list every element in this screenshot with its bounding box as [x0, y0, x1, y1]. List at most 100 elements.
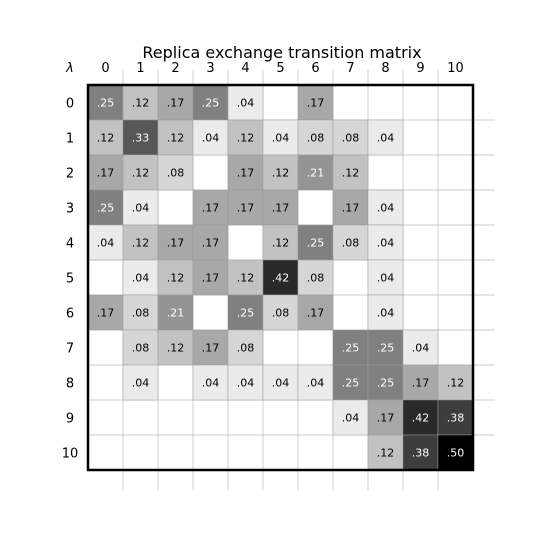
lambda-axis-symbol: λ [65, 61, 74, 76]
heatmap-cell [192, 189, 229, 226]
cell-value-label: .08 [237, 342, 255, 355]
heatmap-cell [122, 189, 159, 226]
heatmap-cell [122, 84, 159, 121]
cell-value-label: .08 [307, 272, 325, 285]
cell-value-label: .21 [167, 307, 185, 320]
heatmap-cell [157, 294, 194, 331]
cell-value-label: .17 [202, 237, 220, 250]
heatmap-cell [262, 364, 299, 401]
heatmap-cell [367, 364, 404, 401]
chart-title: Replica exchange transition matrix [142, 43, 421, 62]
cell-value-label: .12 [167, 132, 185, 145]
cell-value-label: .04 [377, 202, 395, 215]
heatmap-cell [227, 329, 264, 366]
cell-value-label: .17 [202, 272, 220, 285]
x-tick-label: 1 [136, 61, 144, 76]
plot-frame [86, 83, 475, 472]
cell-value-label: .12 [377, 447, 395, 460]
x-tick-label: 3 [206, 61, 214, 76]
y-tick-label: 1 [66, 132, 74, 147]
x-tick-label: 7 [346, 61, 354, 76]
cell-value-label: .12 [132, 97, 150, 110]
y-tick-label: 7 [66, 342, 74, 357]
y-tick-label: 9 [66, 412, 74, 427]
cell-value-label: .08 [342, 237, 360, 250]
cell-value-label: .08 [342, 132, 360, 145]
heatmap-cell [227, 84, 264, 121]
cell-value-label: .12 [272, 237, 290, 250]
cell-value-label: .25 [377, 377, 395, 390]
heatmap-cell [367, 189, 404, 226]
heatmap-cell [367, 119, 404, 156]
x-tick-label: 10 [447, 61, 464, 76]
cell-value-label: .17 [237, 202, 255, 215]
cell-value-label: .04 [377, 272, 395, 285]
cell-value-label: .12 [447, 377, 465, 390]
heatmap-cell [297, 154, 334, 191]
heatmap-cell [227, 119, 264, 156]
x-tick-label: 9 [416, 61, 424, 76]
cell-value-label: .08 [307, 132, 325, 145]
heatmap-cell [157, 119, 194, 156]
cell-value-label: .25 [237, 307, 255, 320]
y-tick-label: 8 [66, 377, 74, 392]
heatmap-cell [122, 259, 159, 296]
cell-value-label: .17 [167, 97, 185, 110]
heatmap-cell [437, 434, 474, 471]
cell-value-label: .50 [447, 447, 465, 460]
heatmap-cell [297, 259, 334, 296]
cell-value-label: .17 [412, 377, 430, 390]
x-tick-label: 0 [101, 61, 109, 76]
cell-value-label: .04 [307, 377, 325, 390]
heatmap-cell [192, 259, 229, 296]
cell-value-label: .25 [342, 342, 360, 355]
heatmap-cell [367, 434, 404, 471]
heatmap-cell [122, 154, 159, 191]
heatmap-cell [332, 364, 369, 401]
cell-value-label: .17 [377, 412, 395, 425]
heatmap-cell [262, 224, 299, 261]
heatmap-cell [122, 329, 159, 366]
cell-value-label: .04 [237, 377, 255, 390]
cell-value-label: .04 [377, 307, 395, 320]
heatmap-cell [332, 399, 369, 436]
cell-value-labels: .25 .12 .17 .25 .04 .17 .12 .33 .12 .04 .12 .04 .08.… [97, 97, 465, 460]
x-tick-label: 5 [276, 61, 284, 76]
y-tick-label: 3 [66, 202, 74, 217]
y-tick-label: 10 [62, 447, 79, 462]
x-tick-label: 8 [381, 61, 389, 76]
cell-value-label: .04 [202, 377, 220, 390]
heatmap-cell [157, 329, 194, 366]
cell-value-label: .12 [132, 167, 150, 180]
y-tick-label: 5 [66, 272, 74, 287]
cell-value-label: .12 [167, 342, 185, 355]
cell-value-label: .42 [412, 412, 430, 425]
cell-value-label: .08 [167, 167, 185, 180]
cell-value-label: .25 [307, 237, 325, 250]
heatmap-cells [87, 84, 474, 471]
cell-value-label: .12 [167, 272, 185, 285]
cell-value-label: .12 [237, 272, 255, 285]
x-tick-label: 4 [241, 61, 249, 76]
heatmap-cell [122, 119, 159, 156]
tick-labels: 0 1 2 3 4 5 6 7 8 9 10 0 1 2 3 4 5 6 7 8 9 10 [62, 61, 464, 462]
x-tick-label: 2 [171, 61, 179, 76]
y-tick-label: 6 [66, 307, 74, 322]
cell-value-label: .04 [342, 412, 360, 425]
cell-value-label: .25 [202, 97, 220, 110]
heatmap-cell [297, 364, 334, 401]
cell-value-label: .17 [307, 97, 325, 110]
cell-value-label: .17 [202, 342, 220, 355]
cell-value-label: .04 [132, 377, 150, 390]
cell-value-label: .12 [272, 167, 290, 180]
cell-value-label: .17 [272, 202, 290, 215]
cell-value-label: .25 [97, 97, 115, 110]
heatmap-cell [87, 154, 124, 191]
heatmap-cell [332, 224, 369, 261]
heatmap-cell [262, 189, 299, 226]
heatmap-cell [297, 294, 334, 331]
cell-value-label: .38 [412, 447, 430, 460]
cell-value-label: .12 [237, 132, 255, 145]
cell-value-label: .04 [237, 97, 255, 110]
heatmap-cell [332, 119, 369, 156]
